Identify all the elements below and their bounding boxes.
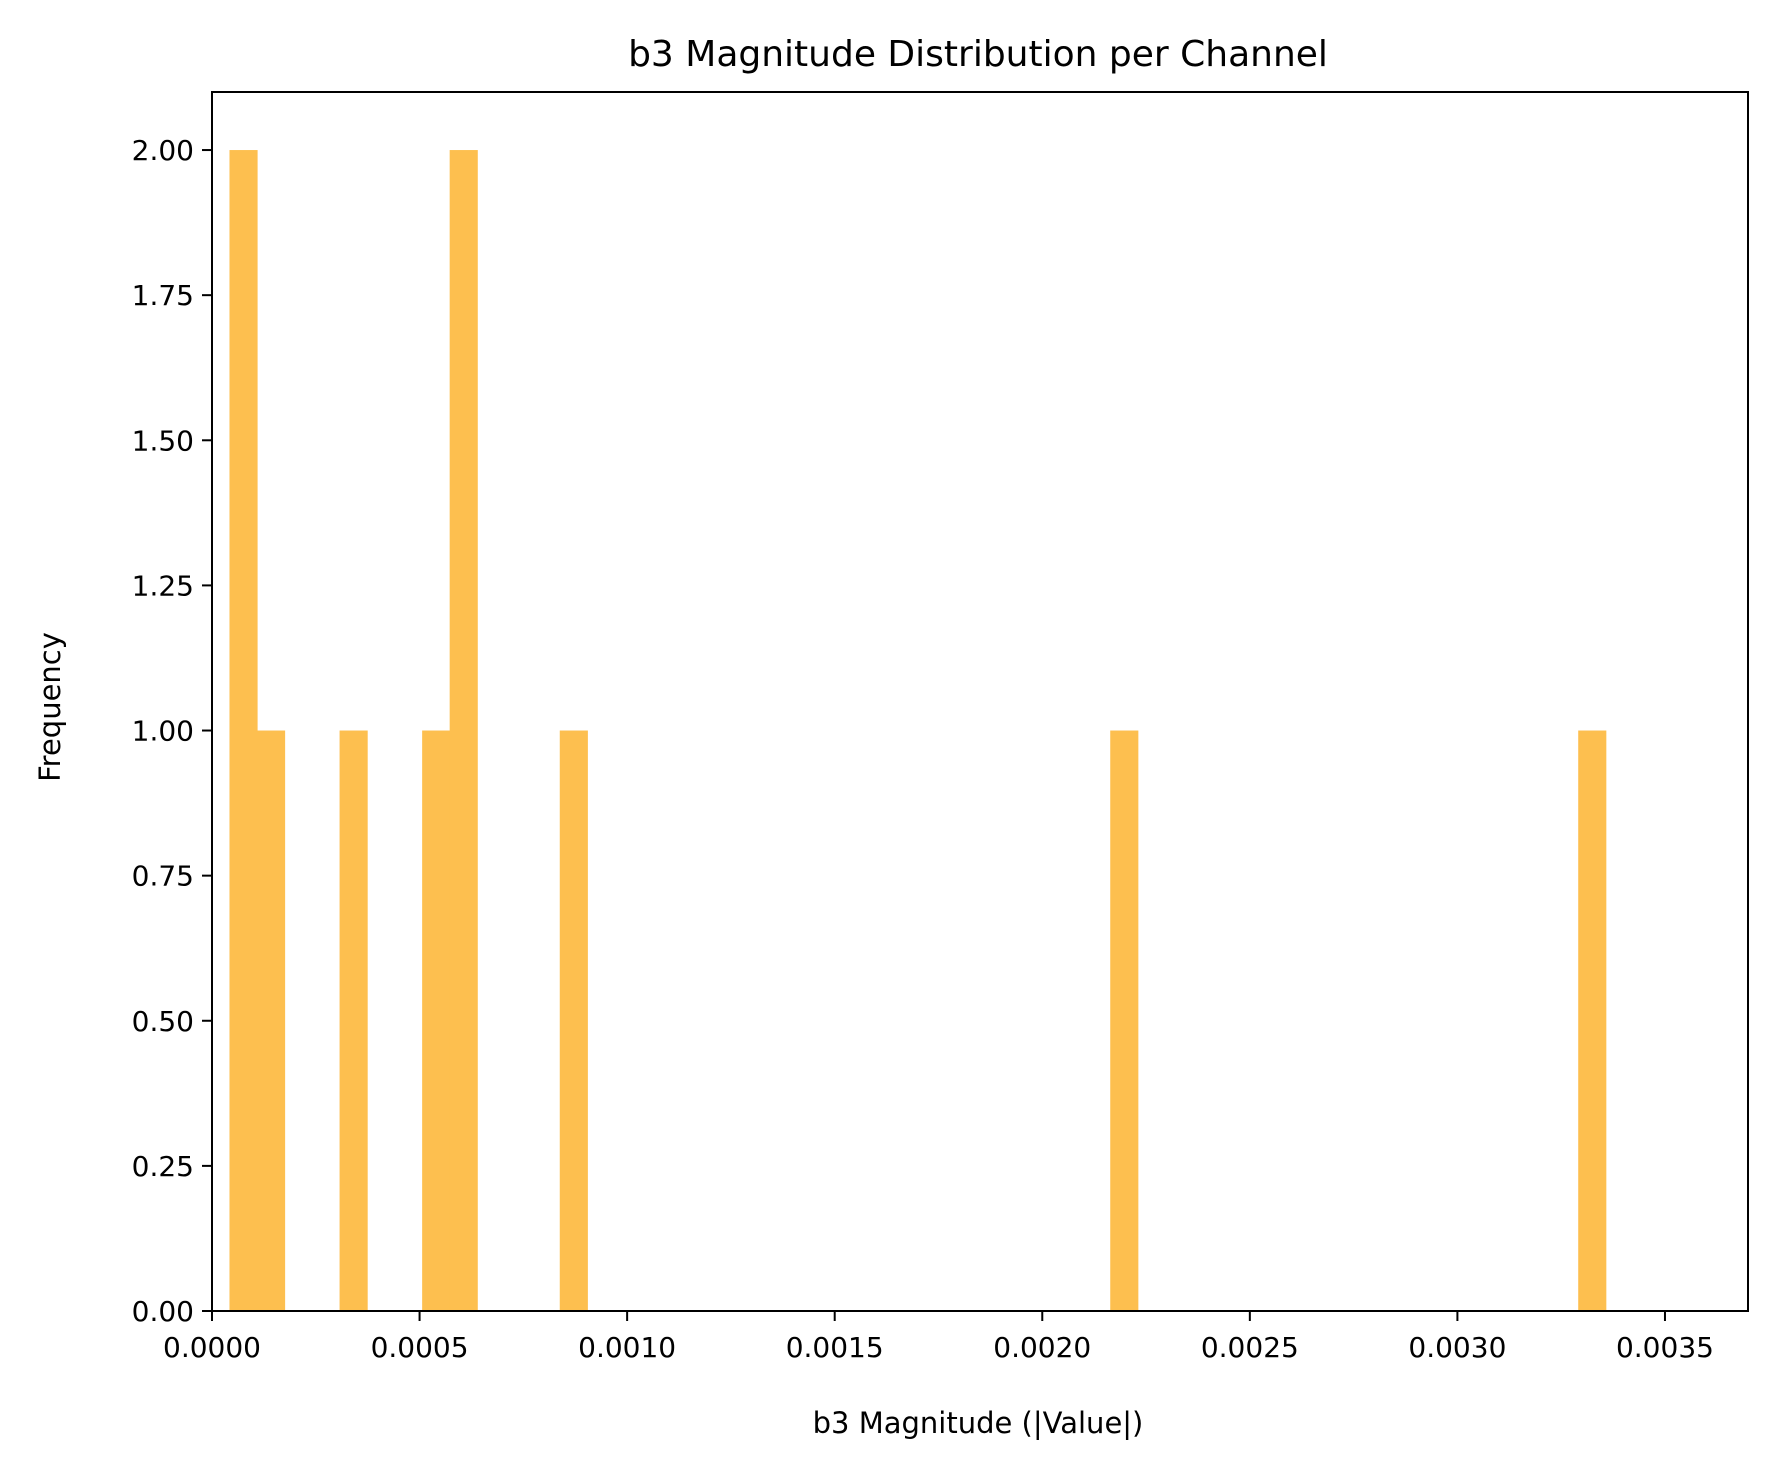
x-tick-label-2: 0.0010 [578,1331,676,1364]
y-tick-label-7: 1.75 [132,279,194,312]
plot-frame [211,91,1749,1312]
y-tick-label-8: 2.00 [132,134,194,167]
histogram-bar-5 [559,730,588,1311]
x-axis-ticks: 0.0000 0.0005 0.0010 0.0015 0.0020 0.0025 0.00… [163,1311,1714,1364]
x-tick-label-3: 0.0015 [786,1331,884,1364]
chart-title: b3 Magnitude Distribution per Channel [628,34,1328,75]
histogram-bar-1 [257,730,286,1311]
y-tick-label-6: 1.50 [132,424,194,457]
y-tick-label-4: 1.00 [132,715,194,748]
y-axis-label: Frequency [33,632,67,782]
x-tick-label-6: 0.0030 [1408,1331,1506,1364]
histogram-bar-0 [229,150,258,1312]
x-tick-label-5: 0.0025 [1201,1331,1299,1364]
histogram-bar-7 [1578,730,1607,1311]
x-tick-label-0: 0.0000 [163,1331,261,1364]
histogram-bar-2 [339,730,368,1311]
y-tick-label-3: 0.75 [132,860,194,893]
y-tick-label-0: 0.00 [132,1295,194,1328]
x-tick-label-4: 0.0020 [993,1331,1091,1364]
x-tick-label-7: 0.0035 [1616,1331,1714,1364]
histogram-bar-4 [449,150,478,1312]
histogram-bar-3 [422,730,451,1311]
histogram-bar-6 [1110,730,1139,1311]
y-tick-label-2: 0.50 [132,1005,194,1038]
bars-layer [229,150,1607,1312]
x-axis-label: b3 Magnitude (|Value|) [813,1406,1144,1440]
x-tick-label-1: 0.0005 [371,1331,469,1364]
y-tick-label-5: 1.25 [132,569,194,602]
y-axis-ticks: 0.00 0.25 0.50 0.75 1.00 1.25 1.50 1.75 2.00 [132,134,212,1328]
y-tick-label-1: 0.25 [132,1150,194,1183]
